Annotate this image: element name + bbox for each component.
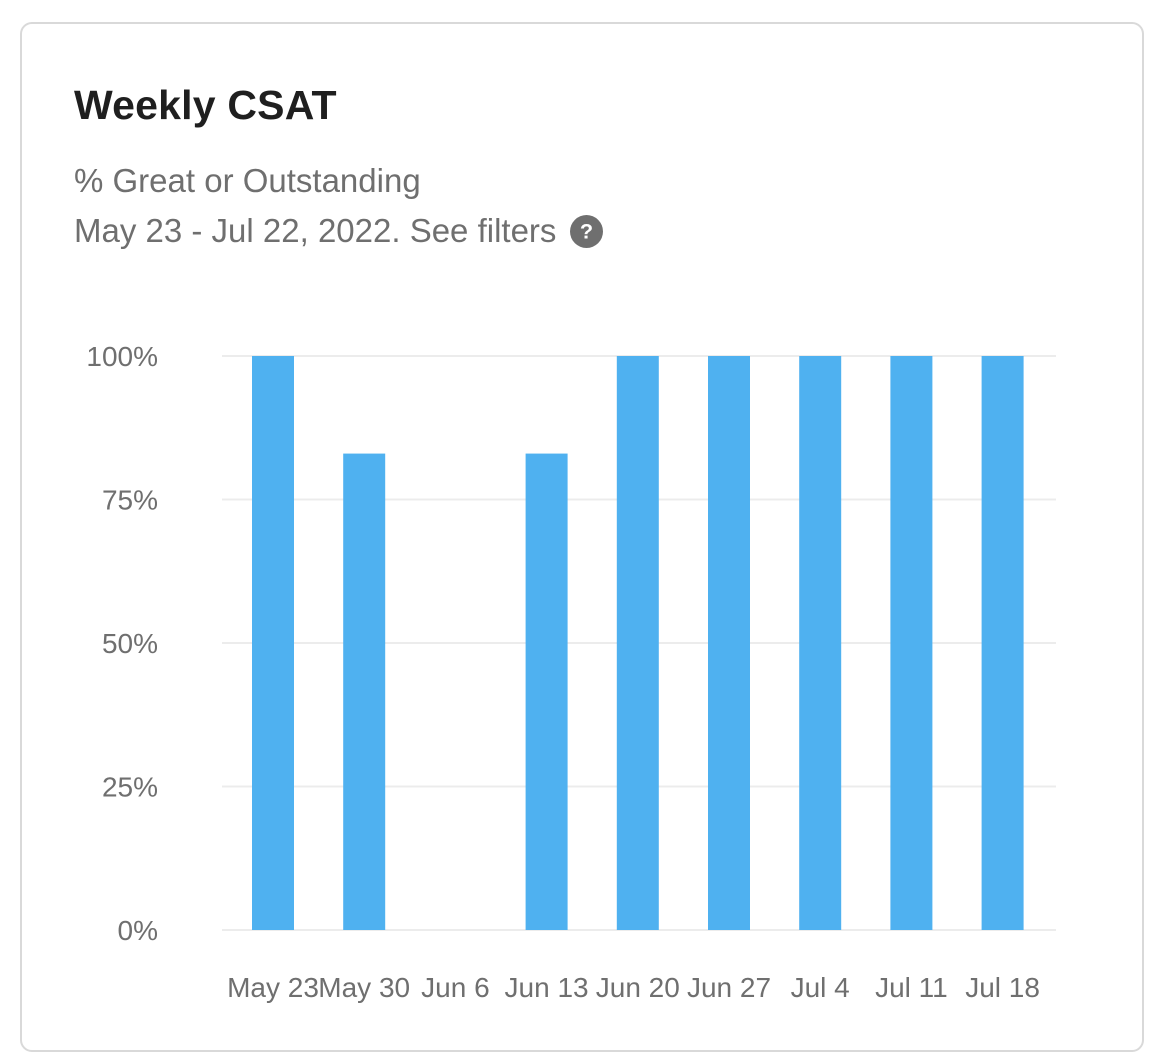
bar-jul-18[interactable] (981, 356, 1024, 930)
x-tick-label: Jun 20 (596, 972, 680, 1003)
date-range-text[interactable]: May 23 - Jul 22, 2022. See filters (74, 212, 557, 249)
x-tick-label: Jul 4 (791, 972, 850, 1003)
y-tick-label: 25% (102, 772, 158, 803)
x-tick-label: Jul 11 (875, 972, 948, 1003)
svg-text:?: ? (580, 218, 593, 243)
question-circle-icon[interactable]: ? (570, 214, 604, 248)
y-tick-labels: 0% 25% 50% 75% 100% (86, 341, 158, 946)
card-title: Weekly CSAT (74, 82, 337, 128)
x-tick-labels: May 23 May 30 Jun 6 Jun 13 Jun 20 Jun 27 Jul 4… (227, 972, 1040, 1003)
x-tick-label: Jun 6 (421, 972, 490, 1003)
bar-jun-27[interactable] (708, 356, 750, 930)
csat-card: Weekly CSAT % Great or Outstanding May 2… (20, 22, 1144, 1052)
x-tick-label: Jun 13 (505, 972, 589, 1003)
x-tick-label: May 30 (318, 972, 410, 1003)
card-subtitle: % Great or Outstanding (74, 162, 421, 199)
x-tick-label: Jul 18 (965, 972, 1040, 1003)
bar-may-30[interactable] (343, 453, 386, 930)
bar-jun-13[interactable] (525, 453, 568, 930)
bars (252, 356, 1024, 930)
date-range: May 23 - Jul 22, 2022. See filters ? (74, 212, 604, 250)
x-tick-label: May 23 (227, 972, 319, 1003)
bar-jun-20[interactable] (616, 356, 659, 930)
y-tick-label: 75% (102, 485, 158, 516)
bar-jul-4[interactable] (799, 356, 842, 930)
y-tick-label: 50% (102, 628, 158, 659)
x-tick-label: Jun 27 (687, 972, 771, 1003)
y-tick-label: 0% (118, 915, 158, 946)
y-tick-label: 100% (86, 341, 158, 372)
bar-jul-11[interactable] (890, 356, 933, 930)
bar-may-23[interactable] (252, 356, 294, 930)
